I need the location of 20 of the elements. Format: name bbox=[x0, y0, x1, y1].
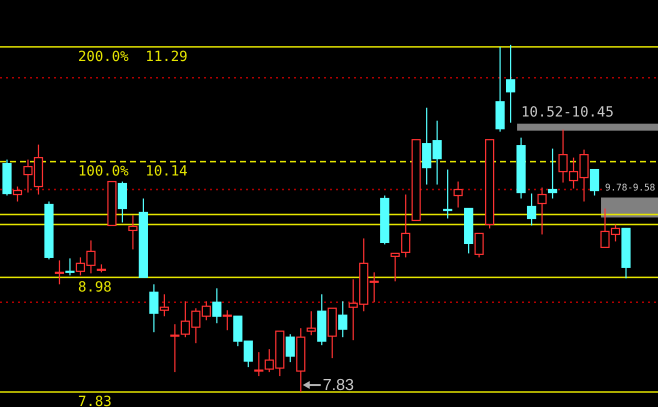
ref-line-label: 7.83 bbox=[78, 394, 112, 407]
candlestick bbox=[338, 300, 348, 338]
candlestick bbox=[54, 260, 64, 285]
candlestick bbox=[296, 328, 306, 393]
candlestick bbox=[254, 352, 264, 377]
annotation: 7.83 bbox=[322, 377, 354, 394]
candlestick bbox=[212, 288, 222, 324]
candlestick bbox=[286, 334, 295, 363]
candlestick bbox=[401, 194, 410, 258]
candlestick bbox=[222, 310, 232, 331]
candlestick bbox=[380, 194, 390, 245]
band-label: 9.78-9.58 bbox=[605, 182, 656, 194]
candlestick bbox=[317, 294, 326, 346]
ref-line-label: 200.0% 11.29 bbox=[78, 48, 188, 65]
candlestick bbox=[506, 44, 516, 124]
band-label: 10.52-10.45 bbox=[521, 104, 614, 121]
candlestick bbox=[306, 310, 316, 336]
candlestick bbox=[128, 214, 138, 250]
ref-line-label: 8.98 bbox=[78, 279, 112, 296]
ref-line-label: 100.0% 10.14 bbox=[78, 164, 188, 180]
